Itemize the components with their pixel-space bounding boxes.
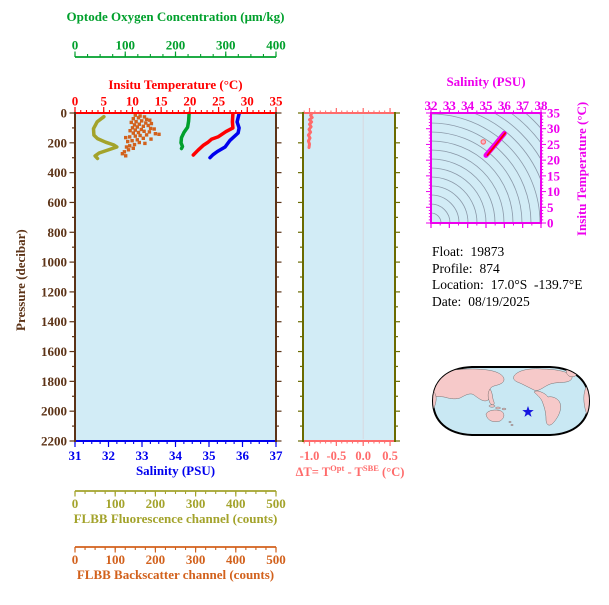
- tick-label: 300: [186, 552, 206, 567]
- island-indonesia: [495, 406, 501, 410]
- tick-label: 0: [72, 94, 79, 109]
- tick-label: 15: [155, 94, 169, 109]
- tick-label: 100: [105, 552, 125, 567]
- tick-label: 400: [266, 38, 286, 53]
- float-location-star: [522, 406, 534, 417]
- tick-label: 800: [48, 225, 68, 240]
- tick-label: 0: [547, 216, 554, 231]
- series-insitu-temperature: [191, 111, 235, 157]
- tick-label: 400: [48, 165, 68, 180]
- island-new-guinea: [501, 407, 507, 411]
- delta-t-plot-background: [303, 113, 395, 441]
- ts-diagram-series: [480, 130, 507, 158]
- tick-label: 32: [102, 448, 115, 463]
- tick-label: 36: [498, 98, 512, 113]
- tick-label: 400: [226, 496, 246, 511]
- tick-label: 36: [236, 448, 250, 463]
- continent-australia: [485, 409, 505, 422]
- continent-south-america: [533, 390, 561, 426]
- tick-label: 25: [547, 137, 561, 152]
- tick-label: 0.5: [382, 449, 398, 463]
- series-backscatter: [120, 113, 161, 158]
- tick-label: 33: [136, 448, 150, 463]
- tick-label: 0: [61, 106, 68, 121]
- tick-label: 600: [48, 195, 68, 210]
- star-icon: [522, 406, 534, 417]
- tick-label: 1600: [41, 344, 67, 359]
- tick-label: 10: [547, 184, 560, 199]
- tick-label: 200: [166, 38, 186, 53]
- tick-label: 5: [100, 94, 107, 109]
- ts-diagram-background: [431, 113, 541, 223]
- tick-label: 32: [425, 98, 438, 113]
- profile-plot-tick-labels: 0 5 10 15 20 25 30 35 31 32 33 34 35 36 37 0 200 400 600 80…: [41, 94, 283, 464]
- tick-label: 34: [169, 448, 183, 463]
- tick-label: 5: [547, 200, 554, 215]
- island-new-zealand: [508, 421, 512, 423]
- tick-label: 37: [516, 98, 530, 113]
- tick-label: 15: [547, 168, 561, 183]
- tick-label: 33: [443, 98, 457, 113]
- ts-density-contours: [431, 113, 541, 223]
- island-indonesia: [488, 404, 496, 408]
- backscatter-axis: 0 100 200 300 400 500: [72, 546, 286, 567]
- tick-label: 500: [266, 552, 286, 567]
- tick-label: 35: [547, 106, 561, 121]
- delta-t-series: [306, 111, 314, 150]
- series-ts-track-overlay: [486, 132, 507, 157]
- profile-plot-frame: [69, 107, 282, 447]
- tick-label: 34: [461, 98, 475, 113]
- tick-label: 1800: [41, 374, 67, 389]
- delta-t-frame: -1.0 -0.5 0.0 0.5: [298, 108, 400, 463]
- tick-label: 0: [72, 496, 79, 511]
- tick-label: 2000: [41, 404, 67, 419]
- tick-label: 400: [226, 552, 246, 567]
- tick-label: 1200: [41, 284, 67, 299]
- tick-label: 10: [126, 94, 139, 109]
- tick-label: -1.0: [300, 449, 320, 463]
- tick-label: 35: [270, 94, 284, 109]
- tick-label: 200: [48, 135, 68, 150]
- series-ts-marker: [480, 139, 487, 145]
- tick-label: 0: [72, 38, 79, 53]
- world-map: [431, 366, 591, 436]
- series-delta-t: [306, 111, 314, 150]
- continent-north-america: [513, 368, 573, 391]
- tick-label: 100: [105, 496, 125, 511]
- series-salinity: [208, 111, 241, 160]
- tick-label: 25: [212, 94, 226, 109]
- tick-label: 37: [270, 448, 284, 463]
- tick-label: 200: [146, 552, 166, 567]
- tick-label: 20: [183, 94, 196, 109]
- tick-label: -0.5: [326, 449, 346, 463]
- tick-label: 1000: [41, 255, 67, 270]
- profile-plot-series: [91, 111, 241, 161]
- tick-label: 0: [72, 552, 79, 567]
- tick-label: 31: [69, 448, 82, 463]
- tick-label: 35: [203, 448, 217, 463]
- oxygen-axis: 0 100 200 300 400: [72, 38, 286, 58]
- tick-label: 300: [216, 38, 236, 53]
- tick-label: 30: [241, 94, 254, 109]
- series-oxygen: [179, 111, 191, 151]
- tick-label: 35: [480, 98, 494, 113]
- tick-label: 200: [146, 496, 166, 511]
- tick-label: 500: [266, 496, 286, 511]
- tick-label: 300: [186, 496, 206, 511]
- fluorescence-axis: 0 100 200 300 400 500: [72, 490, 286, 511]
- tick-label: 1400: [41, 314, 67, 329]
- tick-label: 0.0: [355, 449, 371, 463]
- profile-plot-background: [75, 113, 276, 441]
- tick-label: 30: [547, 121, 560, 136]
- island-new-zealand: [510, 424, 514, 426]
- tick-label: 2200: [41, 434, 67, 449]
- tick-label: 100: [116, 38, 136, 53]
- tick-label: 20: [547, 153, 560, 168]
- series-fluorescence: [91, 114, 119, 161]
- tick-label: 38: [535, 98, 549, 113]
